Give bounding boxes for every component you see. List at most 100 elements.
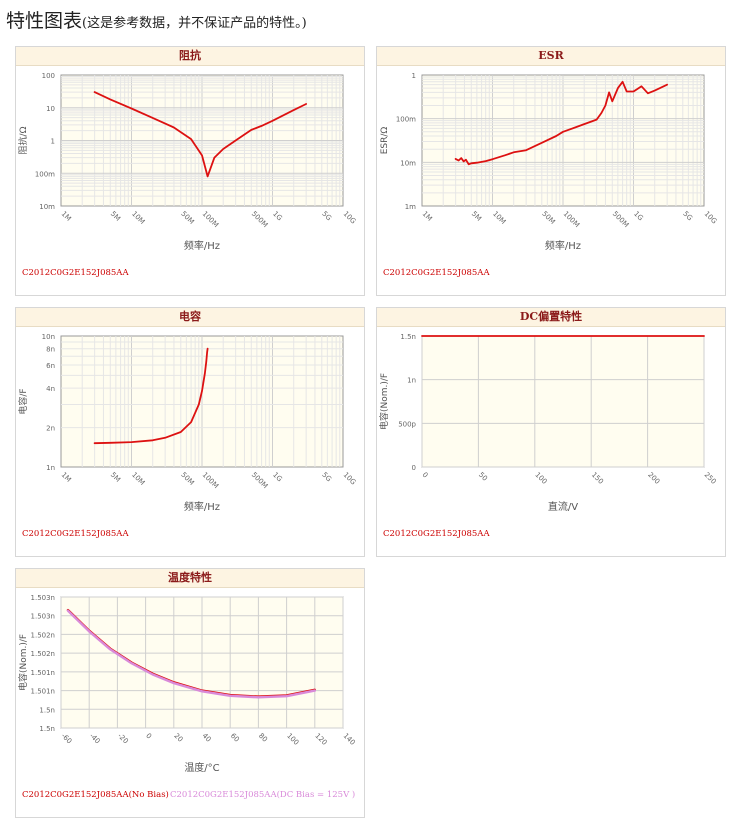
panel-title-impedance: 阻抗 (16, 47, 364, 66)
x-tick-label: 60 (229, 732, 241, 744)
y-tick-label: 1.5n (39, 725, 55, 733)
x-tick-label: 100M (201, 210, 220, 229)
x-tick-label: 10M (130, 210, 146, 226)
x-tick-label: 5G (320, 210, 333, 223)
dc-bias-chart: 0 50 100 150 200 250 0 500p 1n 1.5n 直流/V 电容(Nom.)/F (378, 333, 718, 513)
page-note: (这是参考数据，并不保证产品的特性。) (82, 16, 307, 31)
series-line-0 (93, 347, 209, 445)
plot-area (421, 335, 705, 468)
x-tick-label: 1G (271, 471, 284, 484)
y-tick-label: 8n (46, 346, 55, 354)
x-tick-label: 120 (313, 732, 328, 747)
panel-title-capacitance: 电容 (16, 308, 364, 327)
y-axis-label: ESR/Ω (380, 127, 390, 155)
x-axis-label: 直流/V (548, 500, 578, 513)
y-tick-label: 2n (46, 425, 55, 433)
capacitance-chart: 1M 5M 10M 50M 100M 500M 1G 5G 10G 1n 2n 4n 6n 8n 10n 频率… (17, 333, 358, 513)
x-tick-label: 40 (201, 732, 213, 744)
x-tick-label: 50M (179, 471, 195, 487)
y-tick-label: 1n (407, 377, 416, 385)
x-tick-label: 1M (60, 471, 73, 484)
x-tick-label: -40 (88, 732, 102, 746)
panel-capacitance: 电容 1M 5M 10M 50M 100M 500M 1G 5G 10G 1n 2n 4n 6n 8n 10… (15, 307, 365, 557)
x-tick-label: 1G (632, 210, 645, 223)
x-tick-label: 5M (109, 210, 122, 223)
esr-chart: 1M 5M 10M 50M 100M 500M 1G 5G 10G 1m 10m 100m 1 频率/Hz… (380, 72, 719, 252)
part-label-capacitance: C2012C0G2E152J085AA (22, 529, 129, 539)
y-tick-label: 10m (400, 159, 416, 167)
y-tick-label: 500p (398, 420, 416, 428)
x-tick-label: 140 (342, 732, 357, 747)
y-tick-label: 0 (412, 464, 416, 472)
x-tick-label: 10M (130, 471, 146, 487)
y-tick-label: 10n (42, 333, 55, 341)
y-tick-label: 1n (46, 464, 55, 472)
y-tick-label: 100m (35, 170, 55, 178)
x-tick-label: 100M (201, 471, 220, 490)
panel-dc-bias: DC偏置特性 0 50 100 150 200 250 0 500p 1n 1.5n 直流/V 电容(… (376, 307, 726, 557)
x-tick-label: 0 (421, 471, 430, 480)
x-tick-label: 5G (320, 471, 333, 484)
y-tick-label: 100m (396, 116, 416, 124)
y-axis-label: 阻抗/Ω (17, 126, 29, 154)
temperature-chart: -60 -40 -20 0 20 40 60 80 100 120 140 1.5n 1.5n 1.501… (17, 594, 357, 774)
x-tick-label: 5M (470, 210, 483, 223)
x-tick-label: 100 (285, 732, 300, 747)
series-line-0 (454, 80, 669, 166)
y-tick-label: 1.503n (31, 613, 55, 621)
x-tick-label: 100M (562, 210, 581, 229)
impedance-chart: 1M 5M 10M 50M 100M 500M 1G 5G 10G 10m 100m 1 10 100 频率… (17, 72, 358, 252)
y-tick-label: 1 (51, 138, 55, 146)
x-tick-label: 10G (342, 471, 358, 487)
y-axis-label: 电容/F (17, 388, 29, 414)
legend-dc-bias-125v: C2012C0G2E152J085AA(DC Bias = 125V ) (170, 790, 356, 800)
x-tick-label: 500M (250, 471, 269, 490)
x-tick-label: 5G (681, 210, 694, 223)
x-tick-label: 150 (590, 471, 605, 486)
x-tick-label: -60 (60, 732, 74, 746)
x-tick-label: 200 (646, 471, 661, 486)
x-tick-label: 250 (703, 471, 718, 486)
x-tick-label: 50M (540, 210, 556, 226)
x-tick-label: 100 (533, 471, 548, 486)
part-label-esr: C2012C0G2E152J085AA (383, 268, 490, 278)
x-tick-label: 0 (144, 732, 153, 741)
x-tick-label: 500M (250, 210, 269, 229)
y-tick-label: 4n (46, 385, 55, 393)
y-axis-label: 电容(Nom.)/F (17, 634, 29, 691)
x-tick-label: 50 (477, 471, 489, 483)
panel-esr: ESR 1M 5M 10M 50M 100M 500M 1G 5G 10G 1m 10m 100m 1 频… (376, 46, 726, 296)
x-tick-label: 50M (179, 210, 195, 226)
part-label-dc-bias: C2012C0G2E152J085AA (383, 529, 490, 539)
y-tick-label: 1m (405, 203, 416, 211)
x-tick-label: 1M (421, 210, 434, 223)
y-tick-label: 1.502n (31, 650, 55, 658)
x-axis-label: 频率/Hz (184, 239, 220, 252)
y-tick-label: 1.5n (39, 706, 55, 714)
panel-title-temperature: 温度特性 (16, 569, 364, 588)
legend-no-bias: C2012C0G2E152J085AA(No Bias) (22, 790, 169, 800)
page-title-text: 特性图表 (6, 10, 83, 32)
x-axis-label: 频率/Hz (545, 239, 581, 252)
x-tick-label: 10G (703, 210, 719, 226)
y-tick-label: 1.502n (31, 631, 55, 639)
x-axis-label: 频率/Hz (184, 500, 220, 513)
y-tick-label: 1.501n (31, 688, 55, 696)
x-tick-label: 20 (172, 732, 184, 744)
y-tick-label: 100 (42, 72, 55, 80)
x-tick-label: 80 (257, 732, 269, 744)
x-axis-label: 温度/°C (184, 761, 219, 774)
y-tick-label: 1.5n (400, 333, 416, 341)
x-tick-label: -20 (116, 732, 130, 746)
x-tick-label: 1G (271, 210, 284, 223)
y-axis-label: 电容(Nom.)/F (378, 373, 390, 430)
panel-title-dc-bias: DC偏置特性 (377, 308, 725, 327)
series-line-0 (93, 91, 308, 178)
y-tick-label: 1.501n (31, 669, 55, 677)
y-tick-label: 6n (46, 362, 55, 370)
y-tick-label: 1 (412, 72, 416, 80)
x-tick-label: 10G (342, 210, 358, 226)
series-line-1 (66, 609, 316, 699)
page-title: 特性图表(这是参考数据，并不保证产品的特性。) (6, 6, 307, 33)
y-tick-label: 10m (39, 203, 55, 211)
